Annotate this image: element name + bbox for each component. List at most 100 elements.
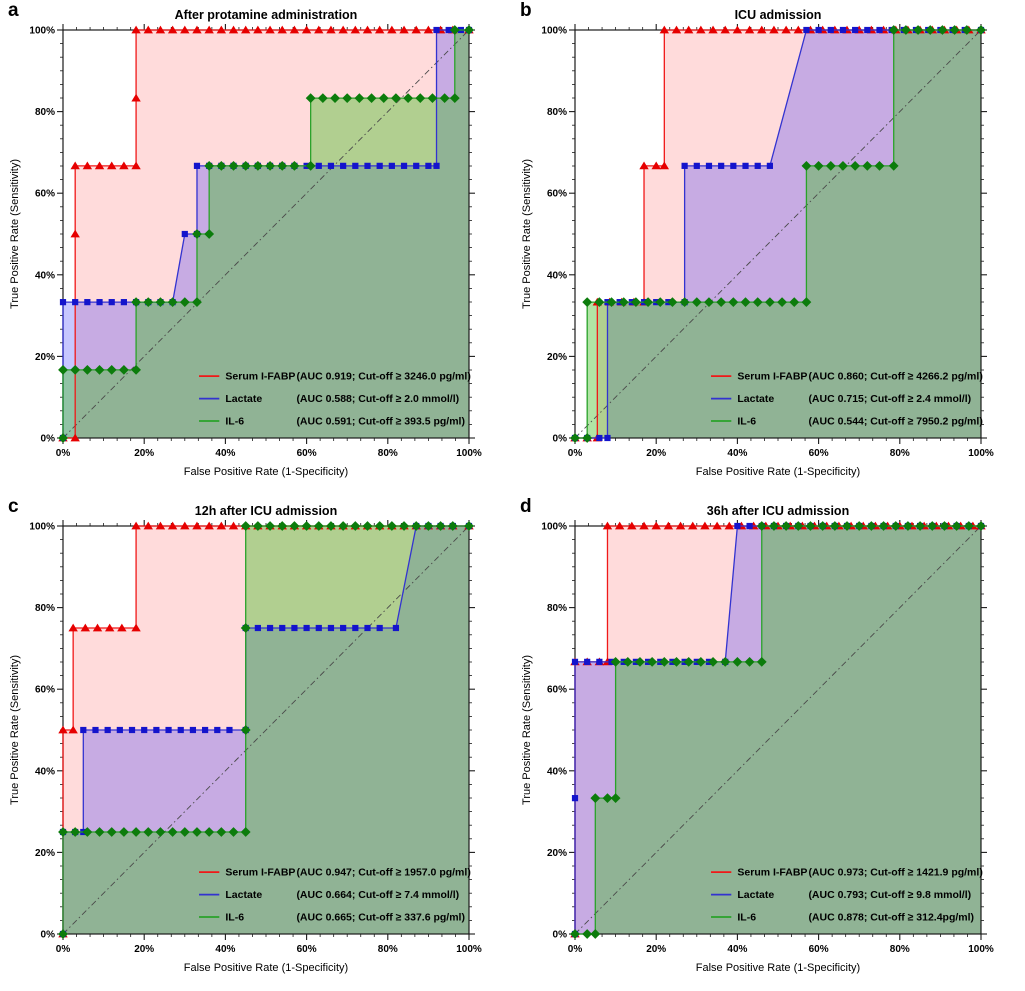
x-tick-label: 60% (809, 944, 829, 955)
y-tick-label: 80% (547, 107, 567, 118)
y-tick-label: 60% (35, 189, 55, 200)
y-tick-label: 40% (35, 766, 55, 777)
roc-line-ifabp (575, 29, 981, 439)
roc-line-il6 (575, 29, 981, 439)
legend-detail-ifabp: (AUC 0.919; Cut-off ≥ 3246.0 pg/ml) (296, 371, 470, 383)
y-tick-label: 0% (553, 930, 568, 941)
y-tick-label: 40% (547, 270, 567, 281)
y-tick-label: 60% (35, 685, 55, 696)
panel-title: 12h after ICU admission (195, 504, 337, 518)
roc-svg-a: 0%0% 20% 20% 40% 40% 60% 60% 80% 80% 100% 100% Afte… (9, 8, 482, 478)
legend-name-lactate: Lactate (225, 889, 262, 901)
x-tick-label: 0% (56, 448, 71, 459)
x-tick-label: 80% (890, 448, 910, 459)
y-tick-label: 20% (547, 352, 567, 363)
y-axis-label: True Positive Rate (Sensitivity) (521, 159, 533, 309)
x-axis-label: False Positive Rate (1-Specificity) (696, 962, 860, 974)
legend-name-il6: IL-6 (225, 912, 244, 924)
legend-name-il6: IL-6 (225, 416, 244, 428)
roc-curve-ifabp (58, 25, 474, 442)
legend: Serum I-FABP (AUC 0.919; Cut-off ≥ 3246.0… (199, 371, 471, 428)
panel-letter-c: c (8, 496, 19, 517)
y-tick-label: 0% (41, 434, 56, 445)
roc-chart-b: 0% 0% 20% 20% 40% 40% 60% 60% 80% 80% 100% 100% ICU … (513, 0, 1025, 495)
legend-name-ifabp: Serum I-FABP (737, 867, 807, 879)
y-axis-label: True Positive Rate (Sensitivity) (9, 655, 21, 805)
roc-line-lactate (575, 29, 981, 439)
axes: 0%0% 20% 20% 40% 40% 60% 60% 80% 80% 100% 100% (541, 520, 994, 955)
x-tick-label: 40% (727, 448, 747, 459)
y-tick-label: 0% (553, 434, 568, 445)
diagonal-reference-line (574, 29, 982, 439)
y-axis-label: True Positive Rate (Sensitivity) (9, 159, 21, 309)
panel-a: a 0% 0% 20% 20% 40% 40% 60% 60% 80% 80% 100% 100% Af… (1, 0, 513, 495)
legend-detail-lactate: (AUC 0.664; Cut-off ≥ 7.4 mmol/l) (296, 889, 459, 901)
roc-chart-c: 0% 0% 20% 20% 40% 40% 60% 60% 80% 80% 100% 100% 12h … (1, 496, 513, 991)
x-tick-label: 40% (215, 944, 235, 955)
roc-line-ifabp (63, 29, 469, 439)
roc-curve-il6 (570, 521, 986, 939)
diagonal-reference-line (574, 525, 982, 935)
legend-detail-lactate: (AUC 0.793; Cut-off ≥ 9.8 mmol/l) (808, 889, 971, 901)
y-tick-label: 40% (35, 270, 55, 281)
roc-markers-il6 (58, 25, 474, 443)
legend-detail-lactate: (AUC 0.588; Cut-off ≥ 2.0 mmol/l) (296, 393, 459, 405)
panel-title: 36h after ICU admission (707, 504, 849, 518)
roc-svg-b: 0%0% 20% 20% 40% 40% 60% 60% 80% 80% 100% 100% ICU … (521, 8, 994, 478)
x-tick-label: 40% (727, 944, 747, 955)
panel-d: d 0% 0% 20% 20% 40% 40% 60% 60% 80% 80% 100% 100% 36… (513, 496, 1025, 991)
legend-detail-lactate: (AUC 0.715; Cut-off ≥ 2.4 mmol/l) (808, 393, 971, 405)
y-tick-label: 60% (547, 189, 567, 200)
roc-svg-d: 0%0% 20% 20% 40% 40% 60% 60% 80% 80% 100% 100% 36h … (521, 504, 994, 974)
legend-detail-ifabp: (AUC 0.973; Cut-off ≥ 1421.9 pg/ml) (808, 867, 982, 879)
roc-chart-a: 0% 0% 20% 20% 40% 40% 60% 60% 80% 80% 100% 100% Afte… (1, 0, 513, 495)
legend-name-ifabp: Serum I-FABP (225, 371, 295, 383)
roc-line-il6 (575, 525, 981, 935)
y-tick-label: 80% (547, 603, 567, 614)
panel-c: c 0% 0% 20% 20% 40% 40% 60% 60% 80% 80% 100% 100% 12… (1, 496, 513, 991)
y-tick-label: 80% (35, 107, 55, 118)
x-tick-label: 0% (56, 944, 71, 955)
y-tick-label: 20% (547, 848, 567, 859)
legend-detail-il6: (AUC 0.665; Cut-off ≥ 337.6 pg/ml) (296, 912, 465, 924)
x-tick-label: 60% (809, 448, 829, 459)
x-tick-label: 0% (568, 448, 583, 459)
x-axis-label: False Positive Rate (1-Specificity) (184, 962, 348, 974)
diagonal-reference-line (62, 525, 470, 935)
x-tick-label: 80% (378, 944, 398, 955)
x-tick-label: 20% (134, 944, 154, 955)
y-tick-label: 100% (541, 26, 567, 37)
legend-detail-ifabp: (AUC 0.947; Cut-off ≥ 1957.0 pg/ml) (296, 867, 470, 879)
x-tick-label: 100% (968, 448, 994, 459)
panel-letter-a: a (8, 0, 19, 21)
legend-name-ifabp: Serum I-FABP (225, 867, 295, 879)
legend-detail-ifabp: (AUC 0.860; Cut-off ≥ 4266.2 pg/ml) (808, 371, 982, 383)
x-tick-label: 80% (378, 448, 398, 459)
x-tick-label: 80% (890, 944, 910, 955)
x-tick-label: 20% (134, 448, 154, 459)
x-tick-label: 60% (297, 944, 317, 955)
roc-markers-ifabp (58, 25, 474, 442)
roc-curve-il6 (58, 25, 474, 443)
y-tick-label: 80% (35, 603, 55, 614)
legend: Serum I-FABP (AUC 0.947; Cut-off ≥ 1957.0… (199, 867, 471, 924)
panel-letter-b: b (520, 0, 532, 21)
y-tick-label: 20% (35, 352, 55, 363)
roc-area-il6 (575, 30, 981, 438)
legend-detail-il6: (AUC 0.591; Cut-off ≥ 393.5 pg/ml) (296, 416, 465, 428)
legend-name-lactate: Lactate (225, 393, 262, 405)
roc-svg-c: 0%0% 20% 20% 40% 40% 60% 60% 80% 80% 100% 100% 12h … (9, 504, 482, 974)
x-tick-label: 100% (968, 944, 994, 955)
roc-curve-il6 (58, 521, 474, 939)
y-tick-label: 40% (547, 766, 567, 777)
legend-name-ifabp: Serum I-FABP (737, 371, 807, 383)
y-tick-label: 100% (29, 522, 55, 533)
x-axis-label: False Positive Rate (1-Specificity) (184, 466, 348, 478)
x-tick-label: 20% (646, 944, 666, 955)
y-tick-label: 60% (547, 685, 567, 696)
legend-detail-il6: (AUC 0.544; Cut-off ≥ 7950.2 pg/ml) (808, 416, 982, 428)
panel-letter-d: d (520, 496, 532, 517)
panel-b: b 0% 0% 20% 20% 40% 40% 60% 60% 80% 80% 100% 100% IC… (513, 0, 1025, 495)
legend: Serum I-FABP (AUC 0.860; Cut-off ≥ 4266.2… (711, 371, 983, 428)
